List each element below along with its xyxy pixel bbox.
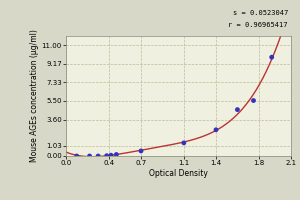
Point <box>182 141 186 144</box>
Point <box>235 108 240 111</box>
Point <box>74 154 79 158</box>
Point <box>139 149 143 153</box>
Point <box>96 154 100 158</box>
Point <box>104 154 109 157</box>
Point <box>109 154 113 157</box>
Point <box>214 128 218 131</box>
Text: r = 0.96965417: r = 0.96965417 <box>229 22 288 28</box>
Point <box>251 99 256 102</box>
Y-axis label: Mouse AGEs concentration (μg/ml): Mouse AGEs concentration (μg/ml) <box>30 30 39 162</box>
Point <box>114 153 119 156</box>
X-axis label: Optical Density: Optical Density <box>149 169 208 178</box>
Point <box>269 56 274 59</box>
Text: s = 0.0523047: s = 0.0523047 <box>233 10 288 16</box>
Point <box>87 154 92 158</box>
